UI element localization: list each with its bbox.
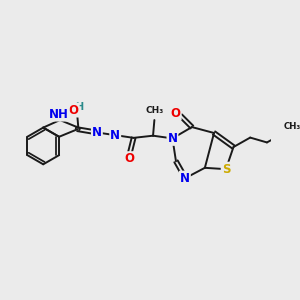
Text: H: H (75, 102, 83, 112)
Text: CH₃: CH₃ (284, 122, 300, 130)
Text: O: O (124, 152, 135, 165)
Text: CH₃: CH₃ (145, 106, 164, 116)
Text: N: N (180, 172, 190, 184)
Text: O: O (171, 106, 181, 119)
Text: N: N (110, 129, 120, 142)
Text: N: N (167, 132, 178, 145)
Text: O: O (69, 103, 79, 117)
Text: N: N (92, 126, 102, 139)
Text: NH: NH (49, 108, 68, 121)
Text: S: S (222, 163, 230, 176)
